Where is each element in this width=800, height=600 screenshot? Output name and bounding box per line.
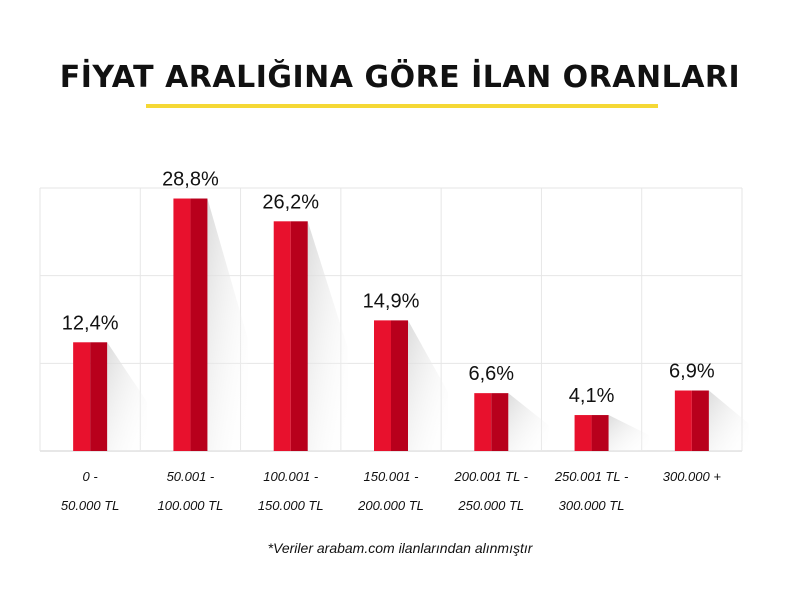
bar-shade (290, 221, 308, 451)
bar (273, 221, 291, 451)
category-label: 200.000 TL (357, 498, 424, 513)
data-label: 6,6% (468, 363, 514, 385)
bar-shade (691, 390, 709, 451)
bar-shade (90, 342, 108, 451)
data-label: 28,8% (162, 169, 219, 191)
bar-shade (190, 198, 208, 451)
bar-shadow (307, 221, 348, 451)
category-label: 300.000 TL (559, 498, 625, 513)
bar-shadow (408, 320, 448, 451)
bar (574, 415, 592, 451)
footnote: *Veriler arabam.com ilanlarından alınmış… (267, 540, 533, 556)
bar-shadow (708, 390, 749, 451)
bar-shadow (107, 342, 148, 451)
bar (374, 320, 391, 451)
bar-shade (391, 320, 408, 451)
data-label: 14,9% (363, 290, 420, 312)
bar (173, 198, 191, 451)
bar (674, 390, 692, 451)
data-label: 12,4% (62, 312, 119, 334)
category-label: 150.001 - (364, 469, 420, 484)
bar-shade (591, 415, 609, 451)
bar-shade (491, 393, 509, 451)
bar-shadow (207, 198, 248, 451)
data-label: 4,1% (569, 385, 615, 407)
bar (73, 342, 91, 451)
category-label: 200.001 TL - (454, 469, 529, 484)
category-label: 300.000 + (663, 469, 722, 484)
chart-title: FİYAT ARALIĞINA GÖRE İLAN ORANLARI (59, 60, 741, 95)
category-label: 50.000 TL (61, 498, 120, 513)
category-label: 0 - (83, 469, 99, 484)
data-label: 26,2% (262, 191, 319, 213)
bar-shadow (608, 415, 649, 451)
category-label: 100.001 - (263, 469, 319, 484)
bar (474, 393, 492, 451)
data-label: 6,9% (669, 361, 715, 383)
category-label: 150.000 TL (258, 498, 324, 513)
category-label: 50.001 - (167, 469, 215, 484)
title-underline (146, 104, 658, 108)
category-label: 250.000 TL (457, 498, 524, 513)
category-label: 250.001 TL - (554, 469, 629, 484)
bar-shadow (508, 393, 549, 451)
category-label: 100.000 TL (158, 498, 224, 513)
